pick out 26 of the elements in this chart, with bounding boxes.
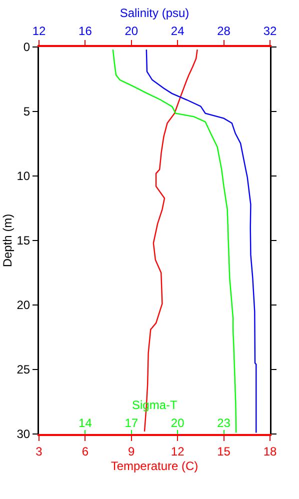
x-tick-label: 3	[36, 444, 43, 458]
x2-tick-label: 28	[217, 24, 231, 38]
x-axis-title: Temperature (C)	[110, 458, 198, 473]
x2-axis-title: Salinity (psu)	[120, 6, 190, 20]
y-tick-label: 15	[16, 234, 30, 248]
x-tick-label: 23	[217, 416, 231, 430]
y-tick-label: 30	[16, 427, 30, 442]
x-tick-label: 17	[124, 416, 138, 430]
x-tick-label: 18	[263, 444, 277, 458]
y-tick-label: 0	[23, 40, 30, 54]
x2-tick-label: 12	[32, 24, 46, 38]
x-tick-label: 20	[170, 416, 185, 430]
y-tick-label: 5	[23, 104, 30, 119]
y-tick-label: 10	[16, 169, 30, 184]
y-tick-label: 20	[16, 298, 30, 312]
x-tick-label: 12	[170, 444, 185, 458]
x-tick-label: 9	[128, 444, 136, 458]
x2-tick-label: 24	[170, 24, 185, 38]
y-tick-label: 25	[16, 362, 30, 377]
x2-tick-label: 16	[78, 24, 92, 38]
x-tick-label: 14	[78, 416, 92, 430]
x2-tick-label: 32	[263, 24, 277, 38]
x2-tick-label: 20	[124, 24, 138, 38]
x-tick-label: 15	[217, 444, 231, 458]
y-axis-title: Depth (m)	[0, 214, 14, 268]
x-tick-label: 6	[82, 444, 89, 458]
